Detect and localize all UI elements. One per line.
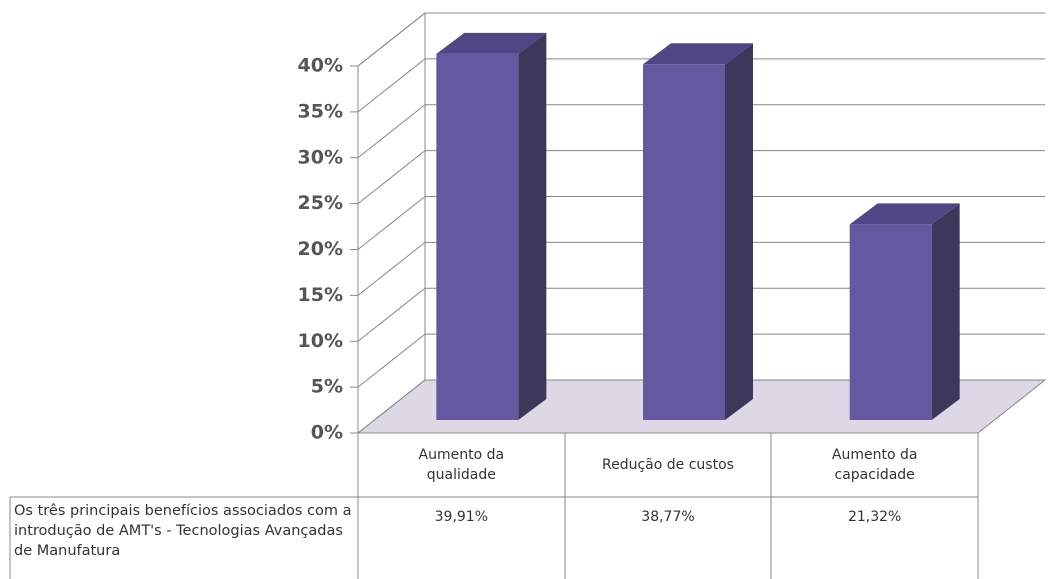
y-tick-label: 25% [298,192,343,214]
series-name: Os três principais benefícios associados… [14,503,352,559]
bar [436,53,519,421]
y-tick-label: 10% [298,330,343,352]
value-label: 39,91% [434,509,489,525]
value-label: 38,77% [641,509,695,525]
grid-line [357,287,1045,342]
bar [849,224,932,420]
y-tick-label: 40% [298,55,343,77]
y-tick-label: 30% [298,146,343,168]
grid-line [357,104,1045,159]
grid-line [357,241,1045,296]
bar-top [643,43,753,65]
bar-side [931,203,960,420]
bar-side [518,32,547,421]
value-label: 21,32% [847,509,902,525]
bar-side [725,43,753,421]
y-tick-label: 35% [298,100,343,122]
category-label: Redução de custos [602,457,734,473]
grid-line [357,58,1045,113]
grid-line [357,150,1045,205]
bar [643,64,725,420]
grid-line [357,12,1045,67]
category-label: Aumento da capacidade [831,447,918,483]
bar-top [849,203,960,225]
category-label: Aumento da qualidade [418,447,505,483]
grid-line [357,333,1045,388]
y-tick-label: 5% [311,376,343,398]
y-tick-label: 20% [298,238,343,260]
grid-line [357,379,1045,434]
grid-line [357,196,1045,250]
bar-top [436,32,547,54]
y-tick-label: 0% [311,422,343,444]
y-tick-label: 15% [298,284,343,306]
